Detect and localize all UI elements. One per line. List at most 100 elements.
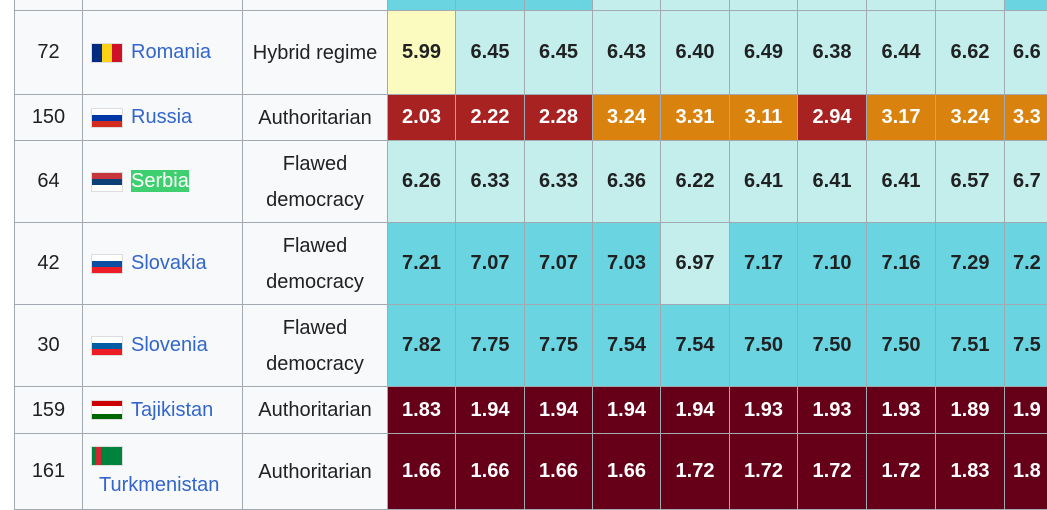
score-cell: 1.72	[730, 434, 798, 510]
score-cell: 7.16	[867, 223, 936, 305]
score-cell: 3.17	[867, 95, 936, 141]
score-cell: 7.54	[661, 305, 730, 387]
score-cell: 1.94	[593, 387, 661, 434]
score-cell: 1.93	[867, 387, 936, 434]
score-cell: 6.33	[525, 141, 593, 223]
score-cell: 7.51	[936, 305, 1005, 387]
country-link[interactable]: Slovakia	[131, 252, 207, 274]
score-cell: 1.94	[661, 387, 730, 434]
score-cell: 6.22	[661, 141, 730, 223]
score-cell: 6.36	[593, 141, 661, 223]
score-cell: 1.66	[525, 434, 593, 510]
country-link[interactable]: Slovenia	[131, 334, 208, 356]
score-cell: 1.93	[798, 387, 867, 434]
country-link[interactable]: Romania	[131, 41, 211, 63]
score-cell: 2.94	[798, 95, 867, 141]
score-cell: 1.89	[936, 387, 1005, 434]
score-cell: 7.29	[936, 223, 1005, 305]
regime-cell: Flawed democracy	[243, 223, 388, 305]
score-cell: 6.41	[867, 141, 936, 223]
score-cell: 2.22	[456, 95, 525, 141]
regime-cell: Authoritarian	[243, 434, 388, 510]
score-cell	[456, 0, 525, 11]
score-cell: 1.72	[661, 434, 730, 510]
score-cell: 3.24	[936, 95, 1005, 141]
country-cell: Russia	[83, 95, 243, 141]
score-cell: 1.83	[936, 434, 1005, 510]
score-cell: 1.72	[867, 434, 936, 510]
score-cell	[525, 0, 593, 11]
score-cell	[1005, 0, 1047, 11]
score-cell: 7.03	[593, 223, 661, 305]
score-cell: 1.66	[456, 434, 525, 510]
score-cell: 3.11	[730, 95, 798, 141]
country-cell: Turkmenistan	[83, 434, 243, 510]
score-cell: 1.94	[525, 387, 593, 434]
score-cell: 1.93	[730, 387, 798, 434]
slovakia-flag	[91, 254, 123, 274]
country-cell: Tajikistan	[83, 387, 243, 434]
score-cell: 7.10	[798, 223, 867, 305]
country-link[interactable]: Serbia	[131, 170, 189, 192]
score-cell: 7.75	[525, 305, 593, 387]
regime-cell: Authoritarian	[243, 95, 388, 141]
turkmenistan-flag	[91, 446, 123, 466]
rank-cell: 161	[15, 434, 83, 510]
score-cell: 7.21	[388, 223, 456, 305]
score-cell: 7.5	[1005, 305, 1047, 387]
score-cell: 1.66	[388, 434, 456, 510]
score-cell: 1.72	[798, 434, 867, 510]
score-cell	[730, 0, 798, 11]
score-cell	[936, 0, 1005, 11]
score-cell: 6.41	[798, 141, 867, 223]
score-cell: 6.45	[525, 11, 593, 95]
score-cell: 6.44	[867, 11, 936, 95]
score-cell: 7.17	[730, 223, 798, 305]
score-cell: 7.50	[730, 305, 798, 387]
score-cell: 6.38	[798, 11, 867, 95]
country-cell: Romania	[83, 11, 243, 95]
score-cell: 1.66	[593, 434, 661, 510]
rank-cell: 72	[15, 11, 83, 95]
score-cell: 6.40	[661, 11, 730, 95]
score-cell: 1.83	[388, 387, 456, 434]
score-cell: 6.41	[730, 141, 798, 223]
regime-cell: Flawed democracy	[243, 141, 388, 223]
score-cell: 6.6	[1005, 11, 1047, 95]
country-cell: Slovakia	[83, 223, 243, 305]
score-cell	[867, 0, 936, 11]
score-cell: 7.07	[456, 223, 525, 305]
partial-row	[15, 0, 1047, 11]
score-cell: 6.33	[456, 141, 525, 223]
rank-cell: 150	[15, 95, 83, 141]
score-cell: 7.2	[1005, 223, 1047, 305]
country-link[interactable]: Turkmenistan	[99, 474, 219, 496]
rank-cell: 159	[15, 387, 83, 434]
regime-cell: Authoritarian	[243, 387, 388, 434]
score-cell: 2.03	[388, 95, 456, 141]
score-cell: 3.24	[593, 95, 661, 141]
rank-cell: 30	[15, 305, 83, 387]
country-link[interactable]: Russia	[131, 106, 192, 128]
score-cell: 1.8	[1005, 434, 1047, 510]
rank-cell: 42	[15, 223, 83, 305]
score-cell: 5.99	[388, 11, 456, 95]
score-cell	[388, 0, 456, 11]
score-cell: 6.57	[936, 141, 1005, 223]
rank-cell: 64	[15, 141, 83, 223]
score-cell: 2.28	[525, 95, 593, 141]
score-cell: 1.9	[1005, 387, 1047, 434]
score-cell: 7.07	[525, 223, 593, 305]
score-cell	[798, 0, 867, 11]
score-cell: 7.82	[388, 305, 456, 387]
score-cell	[661, 0, 730, 11]
slovenia-flag	[91, 336, 123, 356]
country-link[interactable]: Tajikistan	[131, 399, 213, 421]
score-cell: 6.7	[1005, 141, 1047, 223]
